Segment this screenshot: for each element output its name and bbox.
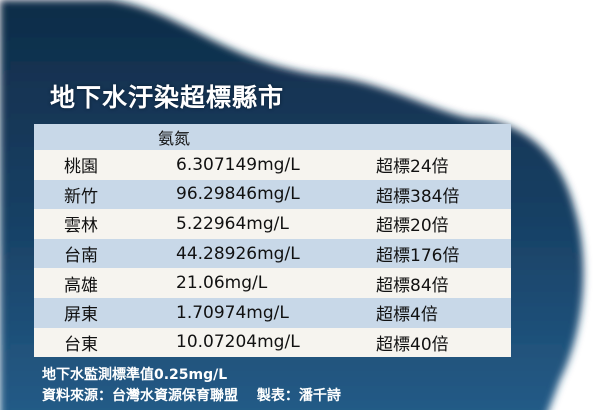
ammonia-value-cell: 96.29846mg/L [176,184,300,205]
ammonia-value-cell: 21.06mg/L [176,273,268,294]
table-row: 新竹 96.29846mg/L 超標384倍 [34,179,511,210]
county-cell: 雲林 [64,216,98,237]
county-cell: 桃園 [64,157,98,178]
exceed-cell: 超標20倍 [376,216,449,237]
table-row: 高雄 21.06mg/L 超標84倍 [34,268,511,298]
exceed-cell: 超標84倍 [376,275,449,296]
exceed-cell: 超標40倍 [376,334,449,355]
county-cell: 高雄 [64,275,98,296]
ammonia-value-cell: 5.22964mg/L [176,213,289,234]
header-ammonia: 氨氮 [158,129,191,148]
exceed-cell: 超標24倍 [376,157,449,178]
page-title: 地下水汙染超標縣市 [50,83,285,112]
table-row: 桃園 6.307149mg/L 超標24倍 [34,150,511,180]
table-row: 屏東 1.70974mg/L 超標4倍 [34,297,511,328]
exceed-cell: 超標384倍 [376,186,460,207]
county-cell: 台東 [64,334,98,355]
table-header: 氨氮 [34,124,511,150]
county-cell: 新竹 [64,186,98,207]
ammonia-value-cell: 10.07204mg/L [176,332,300,353]
source-note: 資料來源：台灣水資源保育聯盟 製表：潘千詩 [42,388,341,404]
ammonia-value-cell: 1.70974mg/L [176,302,289,323]
county-cell: 台南 [64,246,98,267]
table-row: 雲林 5.22964mg/L 超標20倍 [34,209,511,239]
table-row: 台東 10.07204mg/L 超標40倍 [34,327,511,358]
table-row: 台南 44.28926mg/L 超標176倍 [34,238,511,269]
ammonia-value-cell: 6.307149mg/L [176,154,300,175]
standard-note: 地下水監測標準值0.25mg/L [42,367,228,383]
exceed-cell: 超標176倍 [376,246,460,267]
county-cell: 屏東 [64,305,98,326]
pollution-table: 氨氮 桃園 6.307149mg/L 超標24倍新竹 96.29846mg/L 超標38… [34,124,511,358]
exceed-cell: 超標4倍 [376,305,438,326]
ammonia-value-cell: 44.28926mg/L [176,243,300,264]
